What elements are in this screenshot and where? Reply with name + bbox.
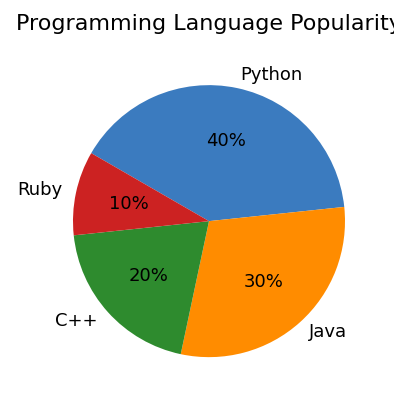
Wedge shape xyxy=(181,207,345,357)
Text: Java: Java xyxy=(309,323,347,341)
Text: 10%: 10% xyxy=(109,195,149,213)
Text: C++: C++ xyxy=(55,312,98,330)
Wedge shape xyxy=(91,85,344,221)
Text: 40%: 40% xyxy=(206,132,246,150)
Wedge shape xyxy=(73,153,209,236)
Text: Python: Python xyxy=(240,66,302,84)
Text: Ruby: Ruby xyxy=(17,181,63,199)
Text: 20%: 20% xyxy=(128,267,168,285)
Title: Programming Language Popularity: Programming Language Popularity xyxy=(16,14,394,34)
Text: 30%: 30% xyxy=(243,273,284,291)
Wedge shape xyxy=(74,221,209,354)
